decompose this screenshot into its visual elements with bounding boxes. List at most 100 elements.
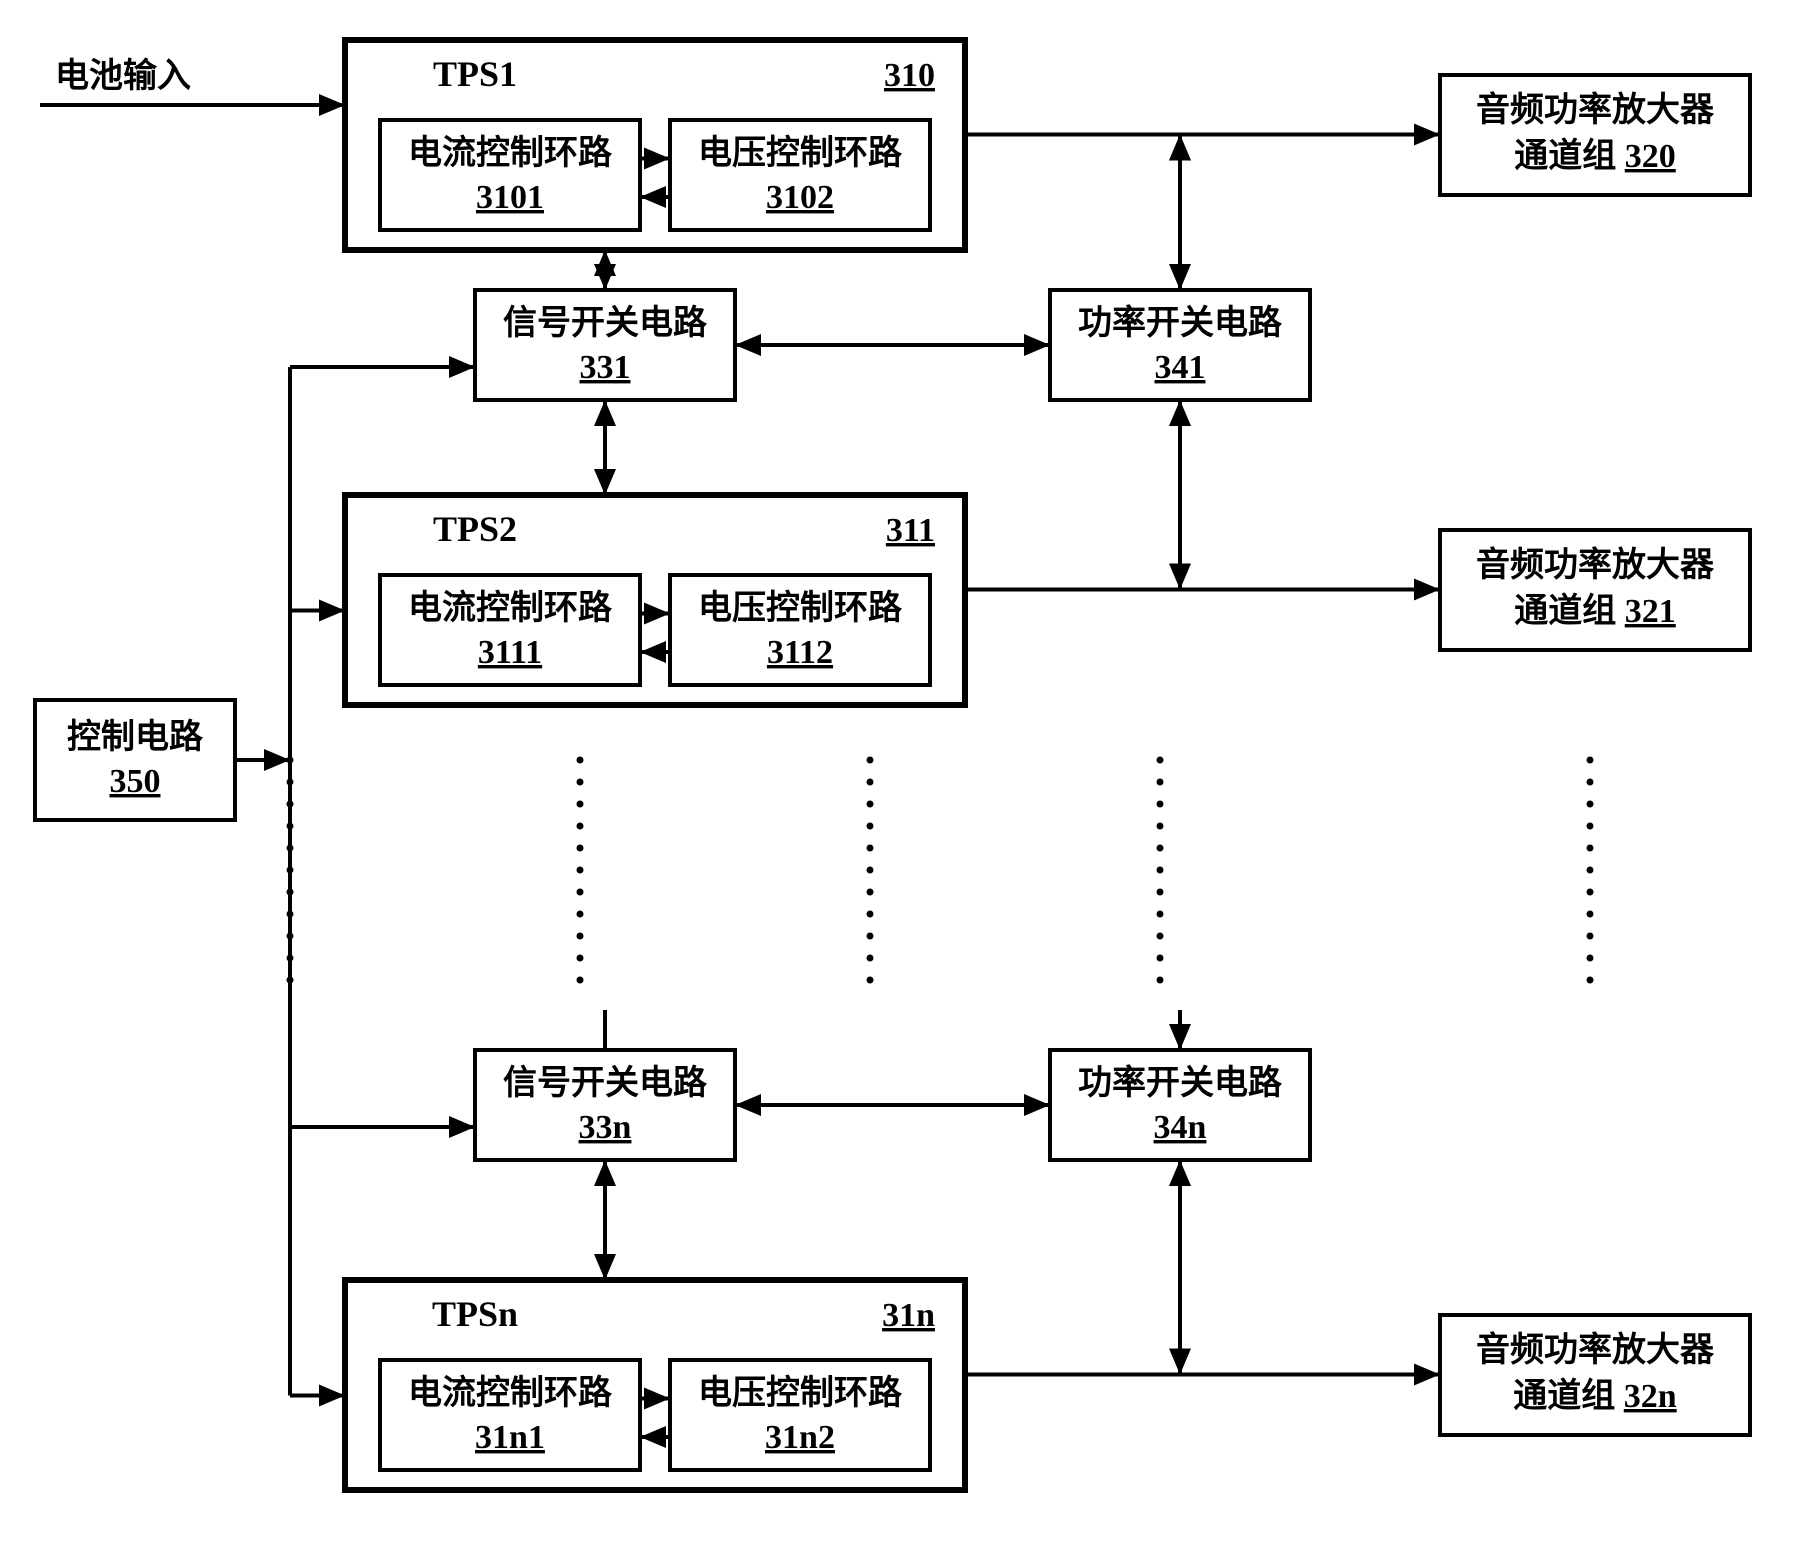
arrow-head: [594, 1160, 616, 1186]
ellipsis-dot: [867, 889, 874, 896]
voltage-loop-ref: 3112: [767, 634, 833, 671]
ellipsis-dot: [287, 823, 294, 830]
current-loop-title: 电流控制环路: [408, 134, 613, 172]
tps-label: TPS2: [433, 509, 517, 549]
ellipsis-dot: [1157, 801, 1164, 808]
ellipsis-dot: [577, 933, 584, 940]
control-title: 控制电路: [67, 718, 204, 756]
arrow-head: [1414, 124, 1440, 146]
amp-sub: 通道组 321: [1514, 592, 1676, 630]
control-ref: 350: [110, 763, 161, 800]
power-switch-title: 功率开关电路: [1078, 304, 1283, 342]
arrow-head: [319, 600, 345, 622]
battery-input-label: 电池输入: [55, 57, 191, 95]
arrow-head: [1169, 1349, 1191, 1375]
voltage-loop-ref: 3102: [766, 179, 834, 216]
amp-title: 音频功率放大器: [1476, 1331, 1715, 1369]
arrow-head: [735, 334, 761, 356]
arrow-head: [449, 356, 475, 378]
ellipsis-dot: [287, 845, 294, 852]
ellipsis-dot: [1587, 977, 1594, 984]
signal-switch-ref: 33n: [579, 1109, 632, 1146]
arrow-head: [264, 749, 290, 771]
voltage-loop-title: 电压控制环路: [698, 1374, 903, 1412]
ellipsis-dot: [287, 757, 294, 764]
ellipsis-dot: [287, 977, 294, 984]
ellipsis-dot: [577, 955, 584, 962]
current-loop-ref: 31n1: [475, 1419, 545, 1456]
arrow-head: [1169, 400, 1191, 426]
control-circuit-box: [35, 700, 235, 820]
amp-sub: 通道组 320: [1514, 137, 1676, 175]
ellipsis-dot: [577, 801, 584, 808]
amp-sub: 通道组 32n: [1513, 1377, 1677, 1415]
ellipsis-dot: [1587, 823, 1594, 830]
ellipsis-dot: [867, 955, 874, 962]
ellipsis-dot: [577, 845, 584, 852]
arrow-head: [1414, 1364, 1440, 1386]
ellipsis-dot: [1157, 977, 1164, 984]
arrow-head: [594, 264, 616, 290]
ellipsis-dot: [867, 779, 874, 786]
ellipsis-dot: [577, 911, 584, 918]
ellipsis-dot: [1587, 911, 1594, 918]
power-switch-ref: 341: [1155, 349, 1206, 386]
ellipsis-dot: [867, 933, 874, 940]
ellipsis-dot: [1587, 867, 1594, 874]
ellipsis-dot: [867, 977, 874, 984]
arrow-head: [1024, 1094, 1050, 1116]
arrow-head: [735, 1094, 761, 1116]
arrow-head: [1169, 1160, 1191, 1186]
power-switch-title: 功率开关电路: [1078, 1064, 1283, 1102]
ellipsis-dot: [287, 801, 294, 808]
ellipsis-dot: [1157, 933, 1164, 940]
ellipsis-dot: [1587, 889, 1594, 896]
ellipsis-dot: [287, 867, 294, 874]
tps-label: TPSn: [432, 1294, 518, 1334]
ellipsis-dot: [867, 757, 874, 764]
arrow-head: [1169, 1024, 1191, 1050]
arrow-head: [594, 469, 616, 495]
power-switch-ref: 34n: [1154, 1109, 1207, 1146]
ellipsis-dot: [577, 889, 584, 896]
amp-title: 音频功率放大器: [1476, 546, 1715, 584]
ellipsis-dot: [1587, 955, 1594, 962]
tps-ref: 31n: [882, 1297, 935, 1334]
current-loop-ref: 3111: [478, 634, 542, 671]
ellipsis-dot: [1587, 933, 1594, 940]
tps-ref: 311: [886, 512, 935, 549]
arrow-head: [594, 400, 616, 426]
arrow-head: [1414, 579, 1440, 601]
ellipsis-dot: [287, 933, 294, 940]
ellipsis-dot: [577, 977, 584, 984]
signal-switch-title: 信号开关电路: [503, 1064, 708, 1102]
ellipsis-dot: [1157, 823, 1164, 830]
ellipsis-dot: [1587, 779, 1594, 786]
ellipsis-dot: [1157, 911, 1164, 918]
ellipsis-dot: [577, 867, 584, 874]
arrow-head: [594, 1254, 616, 1280]
ellipsis-dot: [867, 801, 874, 808]
ellipsis-dot: [1157, 757, 1164, 764]
arrow-head: [1169, 564, 1191, 590]
voltage-loop-ref: 31n2: [765, 1419, 835, 1456]
arrow-head: [319, 94, 345, 116]
ellipsis-dot: [287, 911, 294, 918]
ellipsis-dot: [867, 845, 874, 852]
ellipsis-dot: [1157, 779, 1164, 786]
arrow-head: [449, 1116, 475, 1138]
arrow-head: [319, 1385, 345, 1407]
current-loop-title: 电流控制环路: [408, 589, 613, 627]
signal-switch-title: 信号开关电路: [503, 304, 708, 342]
ellipsis-dot: [867, 867, 874, 874]
signal-switch-ref: 331: [580, 349, 631, 386]
ellipsis-dot: [577, 757, 584, 764]
ellipsis-dot: [1157, 889, 1164, 896]
ellipsis-dot: [1587, 757, 1594, 764]
ellipsis-dot: [867, 823, 874, 830]
ellipsis-dot: [1157, 955, 1164, 962]
ellipsis-dot: [1587, 845, 1594, 852]
arrow-head: [1024, 334, 1050, 356]
ellipsis-dot: [1587, 801, 1594, 808]
ellipsis-dot: [577, 823, 584, 830]
